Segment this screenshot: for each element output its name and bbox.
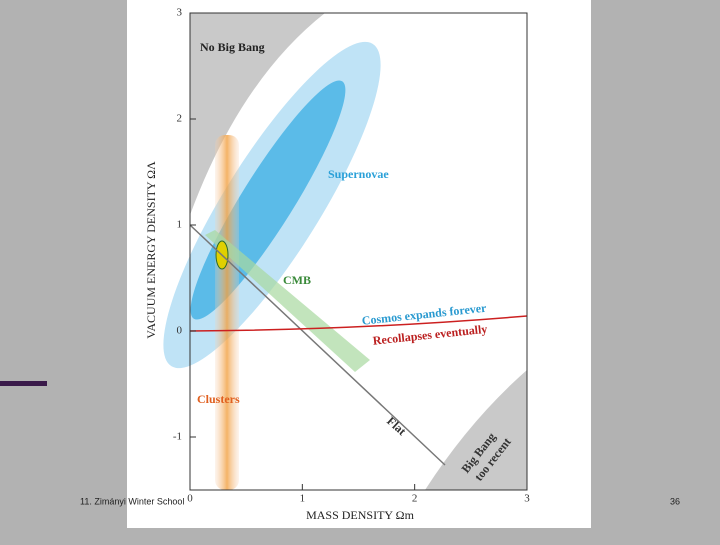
x-tick-label: 0 <box>187 493 193 505</box>
y-tick-label: 2 <box>177 113 183 125</box>
flat-line <box>189 224 446 466</box>
plot-frame <box>189 12 528 491</box>
clusters-band <box>215 135 239 490</box>
annotation: Supernovae <box>328 167 389 181</box>
annotation: Clusters <box>197 392 240 406</box>
y-tick-label: 3 <box>177 7 183 19</box>
x-axis-label: MASS DENSITY Ωm <box>306 508 414 522</box>
cmb-band <box>205 230 370 372</box>
y-axis-label: VACUUM ENERGY DENSITY ΩΛ <box>144 161 158 339</box>
no-big-bang-region <box>190 13 325 215</box>
y-tick-label: -1 <box>173 431 182 443</box>
annotation: CMB <box>283 273 311 287</box>
page-number: 36 <box>670 496 680 506</box>
x-tick-label: 1 <box>300 493 306 505</box>
recollapse-line <box>189 315 528 332</box>
footer-text: 11. Zimányi Winter School <box>80 496 184 506</box>
accent-bar <box>0 381 47 386</box>
x-tick-label: 3 <box>524 493 530 505</box>
too-recent-region <box>425 370 527 490</box>
y-tick-label: 1 <box>177 219 183 231</box>
y-tick-label: 0 <box>177 325 183 337</box>
x-tick-label: 2 <box>412 493 418 505</box>
plot-area: No Big Bang Supernovae CMB Cosmos expand… <box>163 12 528 491</box>
annotation: No Big Bang <box>200 40 265 54</box>
